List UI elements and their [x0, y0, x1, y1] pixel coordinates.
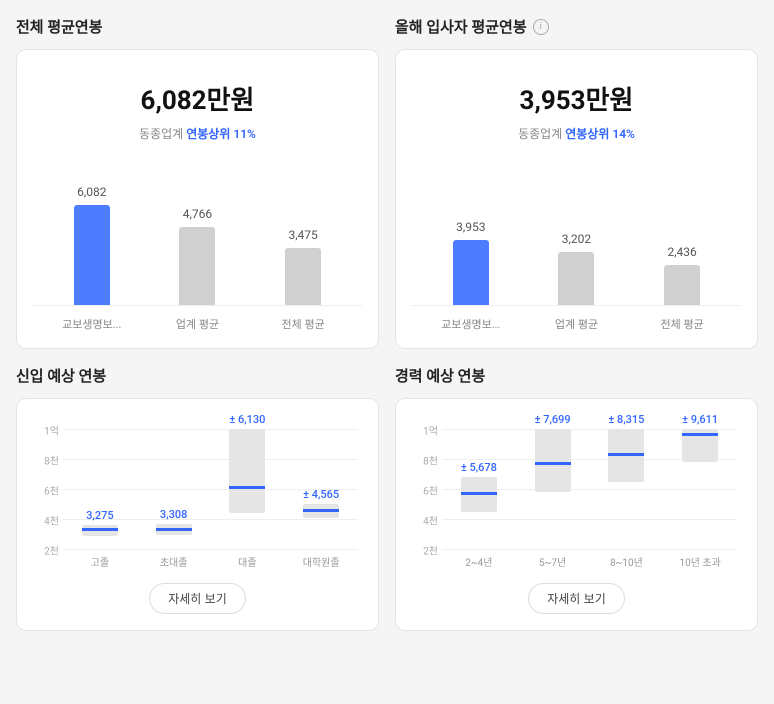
newhire-bar-chart: 3,953 3,202 2,436: [412, 166, 741, 306]
info-icon[interactable]: i: [533, 19, 549, 35]
bar-value: 4,766: [183, 207, 212, 221]
bar: [179, 227, 215, 305]
median-line: [303, 509, 339, 512]
entry-salary-section: 신입 예상 연봉 1억 8천 6천 4천 2천 3,275 3,308 ± 6,130 ± 4,…: [16, 365, 379, 631]
range-band: [229, 429, 265, 513]
y-axis-label: 6천: [412, 483, 438, 498]
bar-col: 3,953: [419, 220, 524, 305]
x-axis-label: 대졸: [211, 554, 285, 569]
bar-value: 3,953: [456, 220, 485, 234]
gridline: 2천: [442, 549, 737, 550]
bar-value: 3,202: [562, 232, 591, 246]
x-axis-label: 고졸: [63, 554, 137, 569]
range-top-value: ± 6,130: [229, 413, 265, 426]
range-col: 3,275: [63, 429, 137, 549]
bar-value: 3,475: [288, 228, 317, 242]
range-col: ± 4,565: [284, 429, 358, 549]
detail-button[interactable]: 자세히 보기: [528, 583, 625, 614]
bar-col: 4,766: [145, 207, 250, 305]
range-col: ± 9,611: [663, 429, 737, 549]
bar-label: 업계 평균: [524, 316, 629, 332]
range-top-value: 3,275: [86, 509, 113, 522]
overall-big-value: 6,082만원: [33, 80, 362, 117]
newhire-rank-line: 동종업계 연봉상위 14%: [412, 125, 741, 142]
bar-col: 6,082: [40, 185, 145, 305]
range-band: [535, 429, 571, 492]
y-axis-label: 8천: [33, 453, 59, 468]
median-line: [82, 528, 118, 531]
newhire-bar-labels: 교보생명보...업계 평균전체 평균: [412, 316, 741, 332]
newhire-big-value: 3,953만원: [412, 80, 741, 117]
x-axis-label: 초대졸: [137, 554, 211, 569]
section-title: 경력 예상 연봉: [395, 365, 485, 386]
bar-value: 6,082: [77, 185, 106, 199]
x-axis-label: 대학원졸: [284, 554, 358, 569]
bar-col: 3,202: [524, 232, 629, 305]
experienced-salary-section: 경력 예상 연봉 1억8천6천4천2천± 5,678± 7,699± 8,315…: [395, 365, 758, 631]
y-axis-label: 1억: [412, 423, 438, 438]
bar-label: 교보생명보...: [40, 316, 145, 332]
bar-label: 교보생명보...: [419, 316, 524, 332]
section-title: 신입 예상 연봉: [16, 365, 106, 386]
range-top-value: ± 7,699: [535, 413, 571, 426]
experienced-range-chart: 1억8천6천4천2천± 5,678± 7,699± 8,315± 9,611 2…: [412, 429, 741, 569]
section-title: 올해 입사자 평균연봉: [395, 16, 527, 37]
bar-col: 3,475: [251, 228, 356, 305]
range-col: ± 5,678: [442, 429, 516, 549]
overall-average-section: 전체 평균연봉 6,082만원 동종업계 연봉상위 11% 6,082 4,766…: [16, 16, 379, 349]
gridline: 2천: [63, 549, 358, 550]
overall-rank-line: 동종업계 연봉상위 11%: [33, 125, 362, 142]
x-axis-label: 10년 초과: [663, 554, 737, 569]
bar-value: 2,436: [667, 245, 696, 259]
bar: [453, 240, 489, 305]
range-col: ± 6,130: [211, 429, 285, 549]
median-line: [156, 528, 192, 531]
y-axis-label: 1억: [33, 423, 59, 438]
rank-highlight: 연봉상위 11%: [186, 127, 256, 141]
median-line: [535, 462, 571, 465]
bar: [558, 252, 594, 305]
bar-label: 전체 평균: [251, 316, 356, 332]
range-col: ± 8,315: [590, 429, 664, 549]
x-axis-label: 8~10년: [590, 554, 664, 569]
overall-average-card: 6,082만원 동종업계 연봉상위 11% 6,082 4,766 3,475 교보…: [16, 49, 379, 349]
experienced-salary-card: 1억8천6천4천2천± 5,678± 7,699± 8,315± 9,611 2…: [395, 398, 758, 631]
bar-col: 2,436: [630, 245, 735, 305]
section-title: 전체 평균연봉: [16, 16, 103, 37]
bar: [664, 265, 700, 305]
range-top-value: ± 8,315: [608, 413, 644, 426]
range-col: ± 7,699: [516, 429, 590, 549]
bar: [285, 248, 321, 305]
overall-bar-labels: 교보생명보...업계 평균전체 평균: [33, 316, 362, 332]
y-axis-label: 6천: [33, 483, 59, 498]
rank-highlight: 연봉상위 14%: [565, 127, 635, 141]
median-line: [461, 492, 497, 495]
y-axis-label: 4천: [412, 513, 438, 528]
bar-label: 전체 평균: [630, 316, 735, 332]
range-col: 3,308: [137, 429, 211, 549]
y-axis-label: 8천: [412, 453, 438, 468]
entry-range-chart: 1억8천6천4천2천3,2753,308± 6,130± 4,565 고졸초대졸…: [33, 429, 362, 569]
range-top-value: 3,308: [160, 508, 187, 521]
newhire-average-card: 3,953만원 동종업계 연봉상위 14% 3,953 3,202 2,436 교보…: [395, 49, 758, 349]
range-top-value: ± 5,678: [461, 461, 497, 474]
newhire-average-section: 올해 입사자 평균연봉 i 3,953만원 동종업계 연봉상위 14% 3,95…: [395, 16, 758, 349]
range-top-value: ± 9,611: [682, 413, 718, 426]
median-line: [608, 453, 644, 456]
bar-label: 업계 평균: [145, 316, 250, 332]
median-line: [229, 486, 265, 489]
x-axis-label: 2~4년: [442, 554, 516, 569]
median-line: [682, 433, 718, 436]
range-top-value: ± 4,565: [303, 488, 339, 501]
y-axis-label: 4천: [33, 513, 59, 528]
detail-button[interactable]: 자세히 보기: [149, 583, 246, 614]
entry-salary-card: 1억 8천 6천 4천 2천 3,275 3,308 ± 6,130 ± 4,565 고졸초대졸…: [16, 398, 379, 631]
y-axis-label: 2천: [412, 543, 438, 558]
bar: [74, 205, 110, 305]
y-axis-label: 2천: [33, 543, 59, 558]
overall-bar-chart: 6,082 4,766 3,475: [33, 166, 362, 306]
x-axis-label: 5~7년: [516, 554, 590, 569]
